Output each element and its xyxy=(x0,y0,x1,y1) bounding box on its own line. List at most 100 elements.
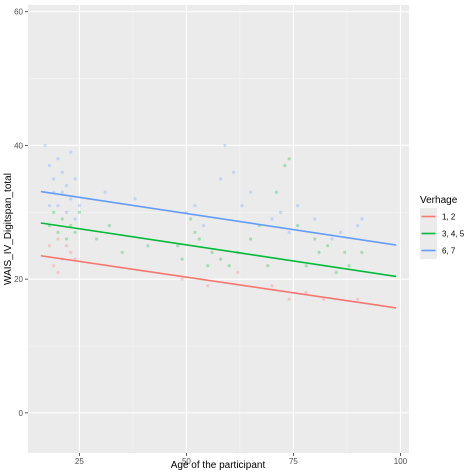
data-point xyxy=(60,217,64,221)
y-tick-label: 60 xyxy=(14,8,23,17)
data-point xyxy=(197,237,201,241)
legend-label: 3, 4, 5 xyxy=(442,230,465,239)
data-point xyxy=(56,237,60,241)
data-point xyxy=(60,170,64,174)
data-point xyxy=(360,250,364,255)
data-point xyxy=(180,277,184,281)
data-point xyxy=(283,163,287,168)
data-point xyxy=(313,217,317,221)
data-point xyxy=(287,230,291,234)
data-point xyxy=(73,177,77,181)
data-point xyxy=(77,210,81,214)
minor-gridlines xyxy=(28,5,409,453)
data-point xyxy=(356,224,360,228)
data-point xyxy=(146,244,150,248)
data-point xyxy=(321,297,325,301)
fit-lines xyxy=(40,190,397,309)
data-point xyxy=(206,264,210,268)
data-point xyxy=(73,217,77,221)
y-tick-label: 40 xyxy=(14,141,23,150)
data-point xyxy=(210,250,214,255)
data-point xyxy=(180,257,184,261)
data-point xyxy=(103,190,107,194)
data-point xyxy=(219,257,223,261)
data-point xyxy=(94,237,99,241)
data-point xyxy=(274,190,278,194)
data-point xyxy=(64,210,69,214)
data-point xyxy=(270,217,274,221)
data-point xyxy=(56,270,60,275)
data-point xyxy=(193,203,197,208)
legend-label: 1, 2 xyxy=(442,213,456,222)
data-point xyxy=(296,224,300,228)
data-point xyxy=(356,297,360,301)
data-point xyxy=(43,143,47,148)
data-point xyxy=(249,237,253,241)
data-point xyxy=(73,230,77,234)
data-point xyxy=(47,163,52,168)
data-point xyxy=(313,237,317,241)
data-point xyxy=(249,190,253,194)
data-point xyxy=(231,170,236,174)
legend-title: Verhage xyxy=(420,195,458,206)
data-point xyxy=(64,237,69,241)
x-tick-label: 75 xyxy=(289,457,298,466)
data-point xyxy=(317,250,321,255)
data-point xyxy=(69,197,73,201)
data-point xyxy=(56,157,60,161)
series-fit-line xyxy=(40,254,397,309)
series-fit-line xyxy=(40,222,397,278)
data-point xyxy=(52,210,56,214)
data-point xyxy=(266,264,270,268)
data-point xyxy=(223,143,227,148)
data-point xyxy=(77,203,81,208)
data-point xyxy=(133,197,137,201)
data-point xyxy=(176,244,180,248)
major-gridlines xyxy=(28,5,409,453)
y-tick-label: 0 xyxy=(19,409,24,418)
data-point xyxy=(193,230,197,234)
data-point xyxy=(201,224,206,228)
data-point xyxy=(304,264,308,268)
data-point xyxy=(69,224,73,228)
series-fit-line xyxy=(40,190,397,246)
data-point xyxy=(206,284,210,288)
data-point xyxy=(107,224,111,228)
data-point xyxy=(338,230,343,234)
data-point xyxy=(120,250,124,255)
data-point xyxy=(240,203,244,208)
data-point xyxy=(334,270,338,275)
x-axis-title: Age of the participant xyxy=(171,460,266,471)
data-point xyxy=(56,203,60,208)
data-point xyxy=(69,250,73,255)
data-point xyxy=(47,203,52,208)
data-point xyxy=(60,190,64,194)
data-point xyxy=(304,290,308,295)
plot-panel xyxy=(28,5,409,453)
data-point xyxy=(189,217,193,221)
data-point xyxy=(326,244,330,248)
data-point xyxy=(278,210,283,214)
x-tick-label: 25 xyxy=(75,457,84,466)
data-point xyxy=(219,177,223,181)
data-point xyxy=(64,183,69,188)
data-point xyxy=(47,244,52,248)
data-point xyxy=(69,150,73,154)
data-point xyxy=(343,250,347,255)
x-tick-label: 100 xyxy=(394,457,408,466)
y-axis-ticks: 0 20 40 60 xyxy=(14,8,28,418)
data-point xyxy=(296,203,300,208)
legend-label: 6, 7 xyxy=(442,247,456,256)
data-point xyxy=(52,177,56,181)
legend: Verhage 1, 2 3, 4, 5 6, 7 xyxy=(420,195,465,259)
data-point xyxy=(347,264,351,268)
data-point xyxy=(360,217,364,221)
data-point xyxy=(270,284,274,288)
data-point xyxy=(287,297,291,301)
y-tick-label: 20 xyxy=(14,275,23,284)
x-tick-label: 50 xyxy=(182,457,191,466)
data-point xyxy=(236,270,240,275)
x-axis-ticks: 25 50 75 100 xyxy=(75,453,408,466)
data-point xyxy=(52,264,56,268)
